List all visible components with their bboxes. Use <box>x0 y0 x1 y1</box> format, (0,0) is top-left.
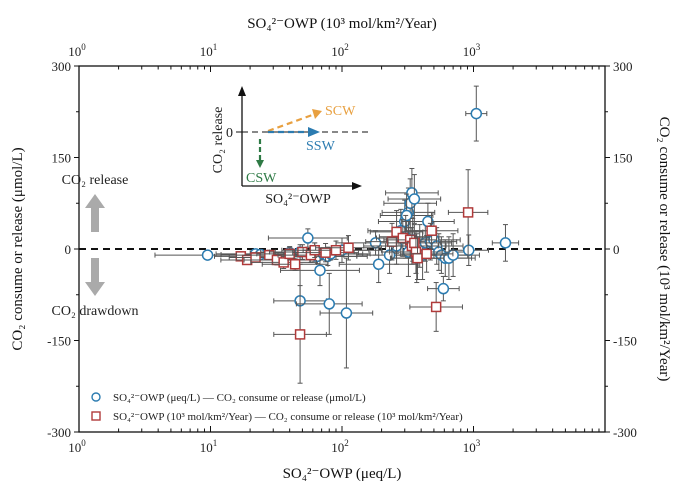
square-marker <box>284 248 295 260</box>
y-tick-label-left: 0 <box>65 242 72 257</box>
data-point-square <box>315 235 382 261</box>
legend-label-circle: SO₄²⁻OWP (μeq/L) — CO₂ consume or releas… <box>113 392 366 404</box>
x-axis-title-bottom: SO₄²⁻OWP (μeq/L) <box>283 466 402 482</box>
y-tick-label-left: 300 <box>52 59 72 74</box>
legend: SO₄²⁻OWP (μeq/L) — CO₂ consume or releas… <box>91 392 463 423</box>
y-tick-label-right: 300 <box>613 59 633 74</box>
x-tick-label-bottom: 103 <box>463 438 481 455</box>
x-axis-title-top: SO₄²⁻OWP (10³ mol/km²/Year) <box>247 16 437 32</box>
x-tick-label-bottom: 102 <box>331 438 349 455</box>
square-marker <box>426 225 437 236</box>
circle-marker <box>302 232 314 244</box>
square-marker <box>320 247 331 258</box>
y-axis-title-right: CO₂ consume or release (10³ mol/km²/Year… <box>656 117 672 382</box>
csw-arrowhead-icon <box>256 160 264 168</box>
co2-release-label: CO₂ release <box>62 173 129 188</box>
legend-label-square: SO₄²⁻OWP (10³ mol/km²/Year) — CO₂ consum… <box>113 411 463 423</box>
y-tick-label-left: -300 <box>47 425 71 440</box>
inset-y-arrowhead-icon <box>238 86 246 96</box>
scw-arrowhead-icon <box>312 109 322 119</box>
data-point-square <box>447 169 489 256</box>
square-marker <box>330 244 342 256</box>
y-tick-label-left: 150 <box>52 151 72 166</box>
data-point-square <box>302 240 370 260</box>
data-point-square <box>409 282 463 332</box>
square-marker <box>412 252 423 264</box>
data-point-square <box>273 285 327 384</box>
inset-csw-label: CSW <box>246 171 277 186</box>
y-tick-label-right: 150 <box>613 151 633 166</box>
down-arrow-icon <box>85 258 105 296</box>
data-point-circle <box>491 224 520 262</box>
x-tick-label-bottom: 101 <box>200 438 218 455</box>
data-point-square <box>261 257 329 271</box>
data-point-square <box>250 255 318 270</box>
data-point-circle <box>319 257 374 369</box>
circle-marker <box>470 107 483 120</box>
circle-marker <box>462 244 475 256</box>
co2-release-annotation: CO₂ release <box>62 173 129 232</box>
circle-marker <box>201 249 214 261</box>
data-point-circle <box>338 245 419 284</box>
x-tick-label-top: 103 <box>463 42 481 59</box>
circle-marker <box>372 258 385 270</box>
data-point-circle <box>295 272 363 335</box>
inset-ssw-label: SSW <box>306 139 336 154</box>
square-marker <box>391 226 402 238</box>
circle-marker <box>323 298 336 310</box>
y-axis-title-left: CO₂ consume or release (μmol/L) <box>10 147 26 350</box>
y-tick-label-left: -150 <box>47 334 71 349</box>
circle-marker <box>408 193 421 205</box>
data-point-circle <box>385 167 439 218</box>
data-point-circle <box>427 275 460 302</box>
data-point-square <box>376 219 430 257</box>
data-point-circle <box>465 85 488 142</box>
x-tick-label-top: 102 <box>331 42 349 59</box>
circle-marker <box>499 237 512 249</box>
circle-marker <box>437 282 450 295</box>
square-marker <box>289 259 301 270</box>
data-point-circle <box>267 228 348 248</box>
square-marker <box>250 252 261 263</box>
square-marker <box>294 329 306 340</box>
up-arrow-icon <box>85 194 105 232</box>
legend-entry-circle: SO₄²⁻OWP (μeq/L) — CO₂ consume or releas… <box>91 392 366 404</box>
inset-y-label: CO₂ release <box>211 107 226 174</box>
x-tick-label-bottom: 100 <box>68 438 86 455</box>
inset-x-label: SO₄²⁻OWP <box>265 192 331 207</box>
inset-x-arrowhead-icon <box>352 182 362 190</box>
inset-zero-label: 0 <box>226 126 233 141</box>
square-marker <box>430 301 442 313</box>
legend-entry-square: SO₄²⁻OWP (10³ mol/km²/Year) — CO₂ consum… <box>91 411 463 423</box>
circle-marker <box>340 307 353 319</box>
legend-circle-marker-icon <box>91 392 101 402</box>
y-tick-label-right: -150 <box>613 334 637 349</box>
co2-drawdown-annotation: CO₂ drawdown <box>52 258 139 319</box>
data-point-square <box>389 230 443 274</box>
x-tick-label-top: 101 <box>200 42 218 59</box>
inset-scw-label: SCW <box>325 104 356 119</box>
ssw-arrowhead-icon <box>308 127 320 137</box>
square-marker <box>462 207 474 218</box>
inset-diagram: 0 CO₂ release SO₄²⁻OWP SCW SSW CSW <box>211 86 370 207</box>
y-tick-label-right: -300 <box>613 425 637 440</box>
data-point-square <box>404 211 459 250</box>
square-marker <box>386 236 398 247</box>
square-marker <box>278 257 289 268</box>
legend-square-marker-icon <box>91 411 101 421</box>
circle-marker <box>314 264 326 277</box>
square-marker <box>343 242 354 254</box>
co2-drawdown-label: CO₂ drawdown <box>52 304 139 319</box>
y-tick-label-right: 0 <box>613 242 620 257</box>
x-tick-label-top: 100 <box>68 42 86 59</box>
square-marker <box>421 248 432 260</box>
